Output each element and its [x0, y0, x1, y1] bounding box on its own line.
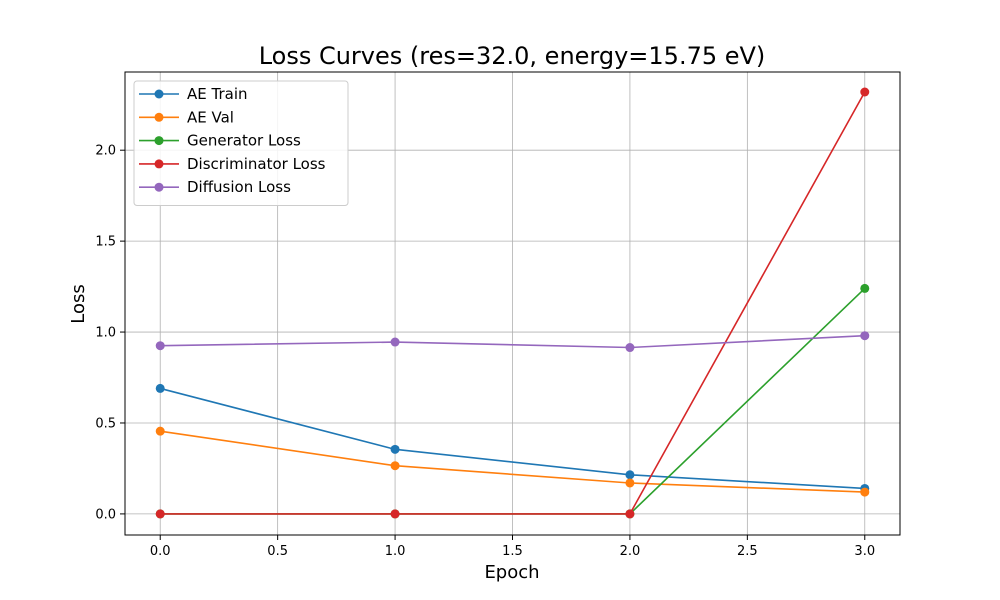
legend-swatch-marker — [154, 159, 164, 169]
x-tick-label: 2.0 — [620, 544, 641, 559]
data-point — [860, 87, 870, 97]
data-point — [155, 509, 165, 519]
legend-box — [133, 80, 349, 206]
y-tick-label: 1.0 — [95, 326, 116, 341]
legend-swatch-marker — [154, 136, 164, 146]
x-tick-label: 0.0 — [150, 544, 171, 559]
data-point — [390, 444, 400, 454]
x-tick-label: 0.5 — [267, 544, 288, 559]
series-layer — [155, 87, 870, 519]
data-point — [625, 478, 635, 488]
data-point — [390, 461, 400, 471]
y-tick-label: 0.5 — [95, 416, 116, 431]
y-tick-label: 0.0 — [95, 507, 116, 522]
legend-entry-label: Diffusion Loss — [187, 178, 291, 196]
data-point — [390, 337, 400, 347]
data-point — [860, 331, 870, 341]
series-line-ae-train — [160, 387, 865, 490]
x-tick-label: 1.5 — [502, 544, 523, 559]
series-line-discriminator-loss — [160, 91, 866, 515]
series-line-ae-val — [160, 430, 865, 493]
legend: AE Train AE Val Generator Loss Discriminato… — [133, 80, 349, 206]
legend-entry-label: Generator Loss — [187, 132, 301, 150]
x-tick-label: 1.0 — [385, 544, 406, 559]
data-point — [155, 383, 165, 393]
legend-entry-label: AE Train — [187, 85, 248, 103]
y-tick-label: 1.5 — [95, 235, 116, 250]
data-point — [625, 509, 635, 519]
data-point — [860, 487, 870, 497]
chart-title: Loss Curves (res=32.0, energy=15.75 eV) — [259, 42, 766, 70]
data-point — [625, 470, 635, 480]
data-point — [625, 343, 635, 353]
data-point — [155, 341, 165, 351]
x-axis-label: Epoch — [484, 562, 539, 583]
legend-entry-label: Discriminator Loss — [187, 155, 326, 173]
data-point — [155, 426, 165, 436]
x-tick-label: 2.5 — [737, 544, 758, 559]
legend-swatch-marker — [154, 89, 164, 99]
axes: 0.0 0.5 1.0 1.5 2.0 2.5 3.0 0.0 0.5 1.0 1.5 2.0 — [95, 71, 901, 559]
data-point — [860, 283, 870, 293]
legend-swatch-marker — [154, 182, 164, 192]
legend-swatch-marker — [154, 112, 164, 122]
y-axis-label: Loss — [68, 284, 89, 323]
legend-entry-label: AE Val — [187, 108, 234, 126]
data-point — [390, 509, 400, 519]
y-tick-label: 2.0 — [95, 144, 116, 159]
x-tick-label: 3.0 — [854, 544, 875, 559]
series-line-diffusion-loss — [160, 334, 865, 349]
